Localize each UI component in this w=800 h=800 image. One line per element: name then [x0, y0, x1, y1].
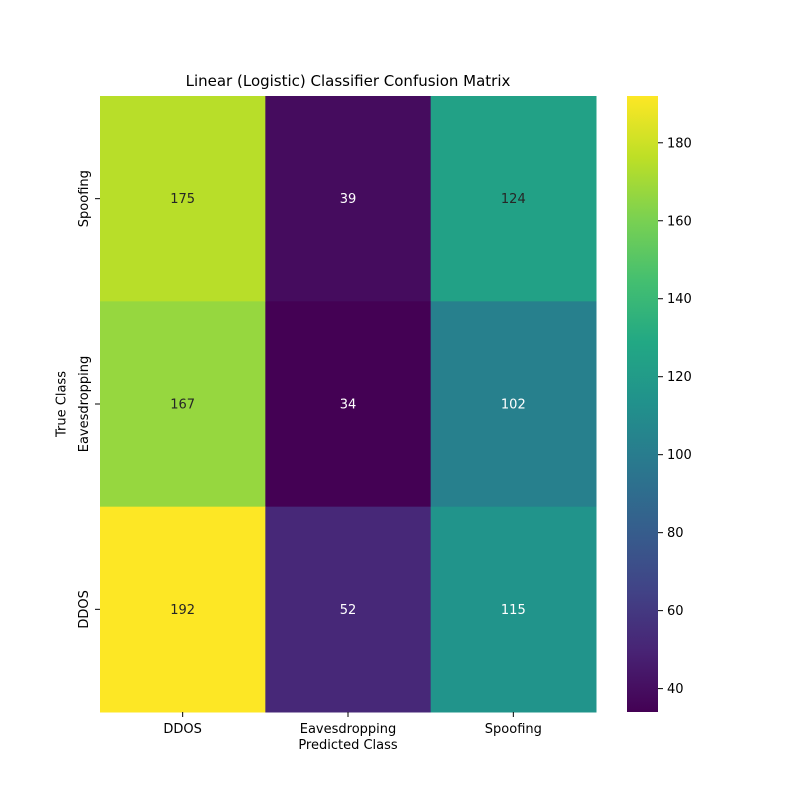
x-tick-label: Spoofing [485, 722, 542, 737]
cell-value-label: 115 [501, 603, 526, 618]
cell-value-label: 192 [170, 603, 195, 618]
colorbar-tick-label: 40 [667, 682, 684, 697]
colorbar-tick-label: 120 [667, 370, 692, 385]
heatmap-cell [265, 506, 432, 713]
heatmap-cell [430, 506, 597, 713]
cell-value-label: 52 [340, 603, 357, 618]
x-tick-label: DDOS [163, 722, 202, 737]
cell-value-label: 34 [340, 398, 357, 413]
chart-title: Linear (Logistic) Classifier Confusion M… [185, 72, 511, 90]
cell-value-label: 102 [501, 398, 526, 413]
heatmap-cell [100, 506, 266, 713]
colorbar-tick-label: 160 [667, 214, 692, 229]
heatmap-cell [100, 96, 266, 302]
heatmap-cells: 175 39 124 167 34 102 192 52 115 [100, 96, 597, 713]
y-tick-labels: Spoofing Eavesdropping DDOS [77, 170, 100, 629]
colorbar-tick-label: 180 [667, 136, 692, 151]
cell-value-label: 124 [501, 192, 526, 207]
colorbar-tick-label: 60 [667, 604, 684, 619]
cell-value-label: 167 [170, 398, 195, 413]
heatmap-cell [430, 96, 597, 302]
cell-value-label: 39 [340, 192, 357, 207]
colorbar-tick-label: 100 [667, 448, 692, 463]
y-tick-label: Spoofing [77, 170, 92, 227]
cell-value-label: 175 [170, 192, 195, 207]
colorbar-tick-label: 80 [667, 526, 684, 541]
colorbar-tick-label: 140 [667, 292, 692, 307]
heatmap-cell [430, 301, 597, 508]
colorbar: 40 60 80 100 120 140 160 180 [627, 96, 692, 712]
y-tick-label: DDOS [77, 590, 92, 629]
heatmap-cell [265, 96, 432, 302]
heatmap-cell [265, 301, 432, 508]
x-tick-label: Eavesdropping [300, 722, 397, 737]
colorbar-gradient [627, 96, 658, 712]
y-tick-label: Eavesdropping [77, 356, 92, 453]
x-tick-labels: DDOS Eavesdropping Spoofing [163, 712, 542, 737]
heatmap-cell [100, 301, 266, 508]
x-axis-label: Predicted Class [298, 738, 398, 753]
